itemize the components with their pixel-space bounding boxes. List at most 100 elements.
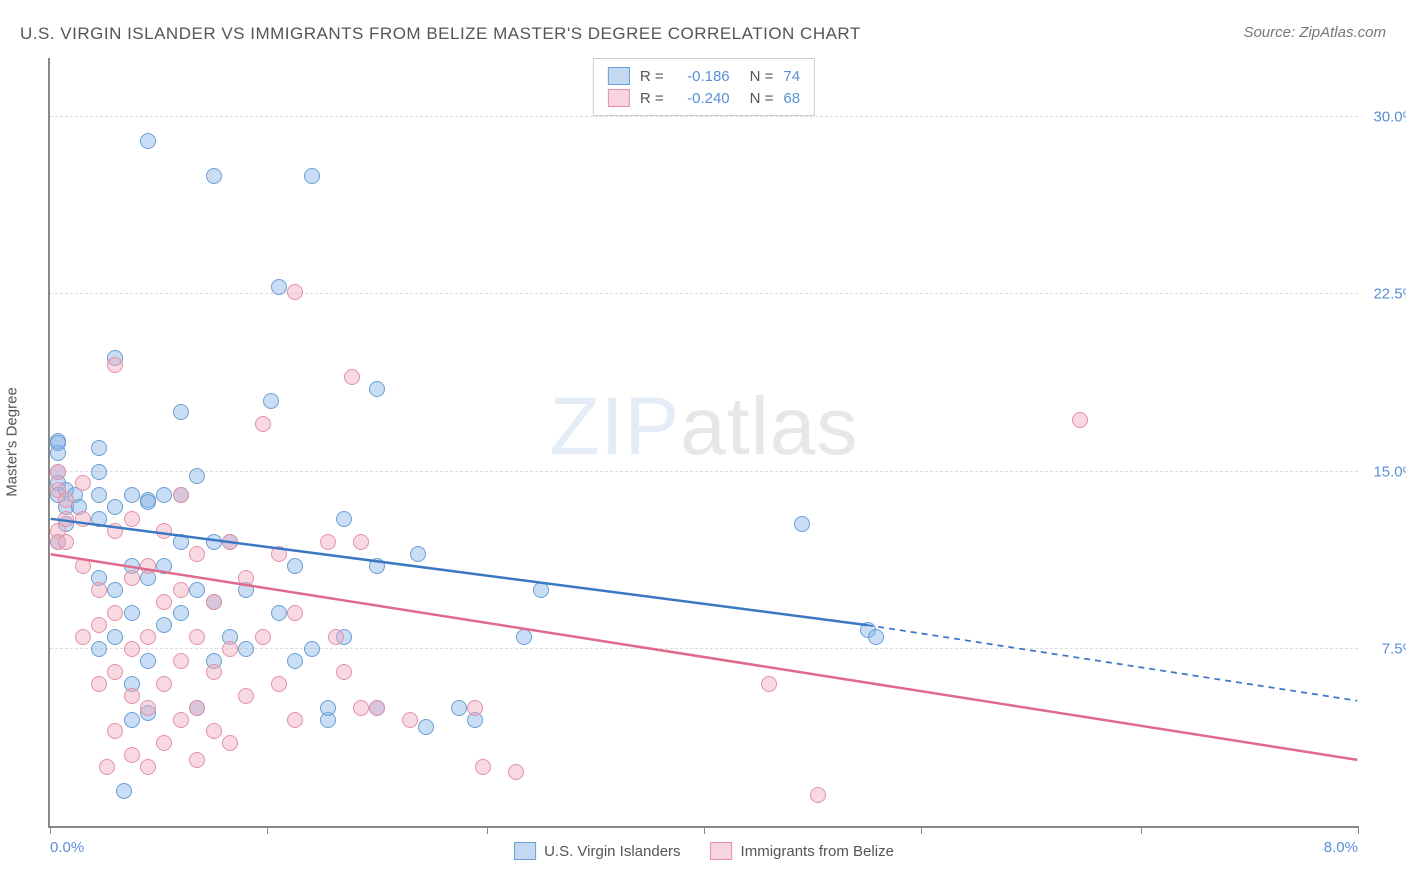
scatter-point [173, 605, 189, 621]
gridline [50, 471, 1358, 472]
scatter-point [156, 676, 172, 692]
scatter-point [91, 641, 107, 657]
scatter-point [475, 759, 491, 775]
scatter-point [222, 735, 238, 751]
swatch-blue-icon [608, 67, 630, 85]
scatter-point [287, 712, 303, 728]
scatter-point [508, 764, 524, 780]
scatter-point [287, 558, 303, 574]
y-tick-label: 7.5% [1382, 640, 1406, 657]
scatter-point [189, 546, 205, 562]
legend-item-blue: U.S. Virgin Islanders [514, 842, 680, 860]
swatch-pink-icon [608, 89, 630, 107]
scatter-point [418, 719, 434, 735]
scatter-point [116, 783, 132, 799]
scatter-point [140, 558, 156, 574]
scatter-point [271, 605, 287, 621]
scatter-point [107, 605, 123, 621]
scatter-point [91, 511, 107, 527]
correlation-legend: R = -0.186 N = 74 R = -0.240 N = 68 [593, 58, 815, 116]
legend-label: U.S. Virgin Islanders [544, 843, 680, 860]
scatter-point [369, 381, 385, 397]
scatter-point [222, 641, 238, 657]
scatter-point [344, 369, 360, 385]
scatter-point [107, 629, 123, 645]
legend-row-pink: R = -0.240 N = 68 [608, 87, 800, 109]
r-value: -0.186 [674, 68, 730, 85]
n-label: N = [750, 68, 774, 85]
scatter-point [467, 700, 483, 716]
gridline [50, 293, 1358, 294]
scatter-point [50, 464, 66, 480]
scatter-point [206, 534, 222, 550]
y-tick-label: 22.5% [1373, 286, 1406, 303]
scatter-point [91, 617, 107, 633]
scatter-point [124, 688, 140, 704]
x-tick-label: 0.0% [50, 839, 84, 856]
scatter-point [369, 700, 385, 716]
x-tick [1141, 826, 1142, 834]
scatter-point [107, 357, 123, 373]
r-value: -0.240 [674, 90, 730, 107]
scatter-point [238, 570, 254, 586]
scatter-point [140, 700, 156, 716]
scatter-point [156, 594, 172, 610]
scatter-point [124, 487, 140, 503]
scatter-point [107, 582, 123, 598]
scatter-point [140, 494, 156, 510]
scatter-point [173, 653, 189, 669]
scatter-point [124, 712, 140, 728]
scatter-point [140, 759, 156, 775]
scatter-point [206, 168, 222, 184]
r-label: R = [640, 68, 664, 85]
scatter-point [516, 629, 532, 645]
scatter-point [238, 688, 254, 704]
scatter-point [75, 629, 91, 645]
scatter-point [369, 558, 385, 574]
scatter-point [304, 168, 320, 184]
scatter-point [189, 629, 205, 645]
x-tick [267, 826, 268, 834]
scatter-point [173, 404, 189, 420]
source-attribution: Source: ZipAtlas.com [1243, 24, 1386, 41]
scatter-point [107, 664, 123, 680]
scatter-point [353, 700, 369, 716]
scatter-point [107, 523, 123, 539]
scatter-point [206, 723, 222, 739]
scatter-point [173, 487, 189, 503]
scatter-point [156, 558, 172, 574]
swatch-blue-icon [514, 842, 536, 860]
scatter-point [189, 752, 205, 768]
scatter-point [58, 534, 74, 550]
scatter-point [140, 133, 156, 149]
x-tick [921, 826, 922, 834]
scatter-point [50, 435, 66, 451]
scatter-point [75, 475, 91, 491]
x-tick [50, 826, 51, 834]
legend-label: Immigrants from Belize [741, 843, 894, 860]
scatter-point [255, 629, 271, 645]
scatter-point [238, 641, 254, 657]
swatch-pink-icon [711, 842, 733, 860]
scatter-point [189, 582, 205, 598]
scatter-point [336, 511, 352, 527]
scatter-point [255, 416, 271, 432]
scatter-point [107, 723, 123, 739]
scatter-point [189, 700, 205, 716]
scatter-point [91, 676, 107, 692]
scatter-point [91, 487, 107, 503]
legend-row-blue: R = -0.186 N = 74 [608, 65, 800, 87]
scatter-point [124, 605, 140, 621]
scatter-point [173, 582, 189, 598]
x-tick [704, 826, 705, 834]
scatter-point [156, 735, 172, 751]
watermark: ZIPatlas [550, 380, 859, 474]
scatter-point [156, 617, 172, 633]
scatter-point [91, 440, 107, 456]
n-value: 68 [783, 90, 800, 107]
scatter-point [75, 558, 91, 574]
scatter-point [189, 468, 205, 484]
scatter-point [173, 712, 189, 728]
scatter-point [263, 393, 279, 409]
scatter-point [107, 499, 123, 515]
